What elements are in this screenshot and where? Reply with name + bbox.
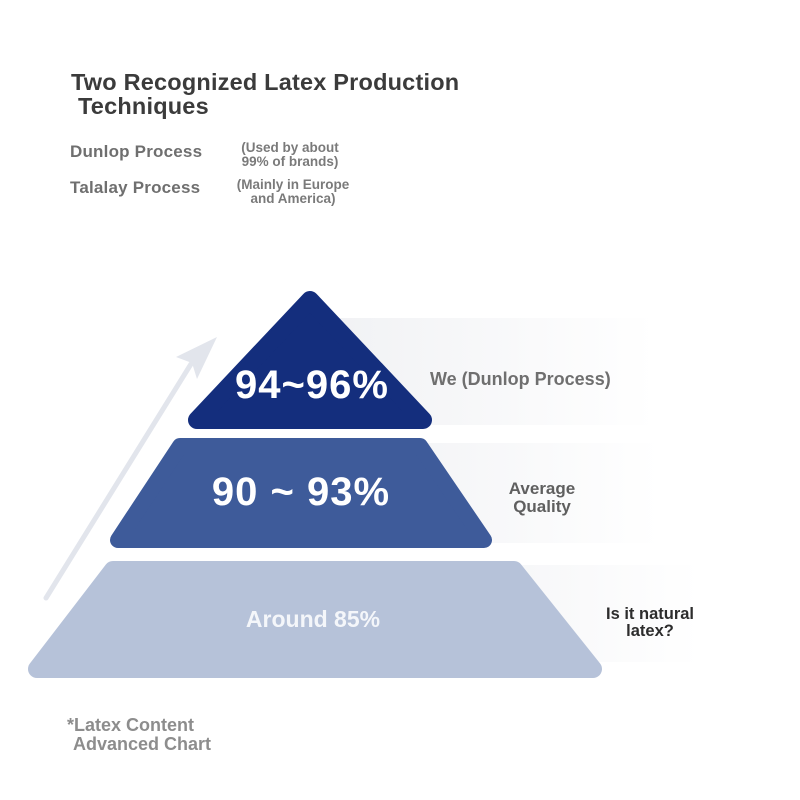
chart-footnote-line2: Advanced Chart [73, 733, 212, 754]
page-title-line1: Two Recognized Latex Production [71, 69, 460, 95]
tier3-label: Is it natural latex? [586, 606, 714, 639]
tier3-label-line1: Is it natural [605, 605, 695, 623]
tier2-label-line2: Quality [513, 496, 571, 516]
legend-talalay-note-line1: (Mainly in Europe [236, 177, 350, 192]
legend-dunlop-note-line2: 99% of brands) [241, 153, 339, 169]
pyramid-tier2-trapezoid [110, 438, 492, 548]
legend-talalay-note-line2: and America) [250, 190, 336, 206]
tier2-value: 90 ~ 93% [211, 470, 391, 514]
tier3-label-line2: latex? [626, 621, 674, 640]
upward-arrow-shaft [43, 361, 194, 601]
page-title: Two Recognized Latex Production Techniqu… [71, 69, 541, 119]
legend-talalay-note: (Mainly in Europe and America) [227, 178, 359, 205]
chart-footnote-line1: *Latex Content [67, 715, 195, 735]
tier1-value: 94~96% [235, 363, 389, 407]
pyramid-tier1-triangle [188, 291, 432, 429]
legend-dunlop-note-line1: (Used by about [241, 140, 339, 155]
upward-arrow-head-icon [176, 337, 217, 379]
tier3-value: Around 85% [245, 606, 381, 632]
pyramid-tier3-trapezoid [28, 561, 602, 678]
tier1-label: We (Dunlop Process) [430, 369, 611, 389]
page-title-line2: Techniques [78, 92, 209, 119]
tier2-label-line1: Average [508, 479, 576, 498]
legend-talalay-process: Talalay Process [70, 178, 201, 197]
legend-dunlop-note: (Used by about 99% of brands) [224, 141, 356, 168]
chart-footnote: *Latex Content Advanced Chart [67, 716, 211, 753]
tier2-label: Average Quality [482, 480, 602, 516]
legend-dunlop-process: Dunlop Process [70, 142, 203, 161]
